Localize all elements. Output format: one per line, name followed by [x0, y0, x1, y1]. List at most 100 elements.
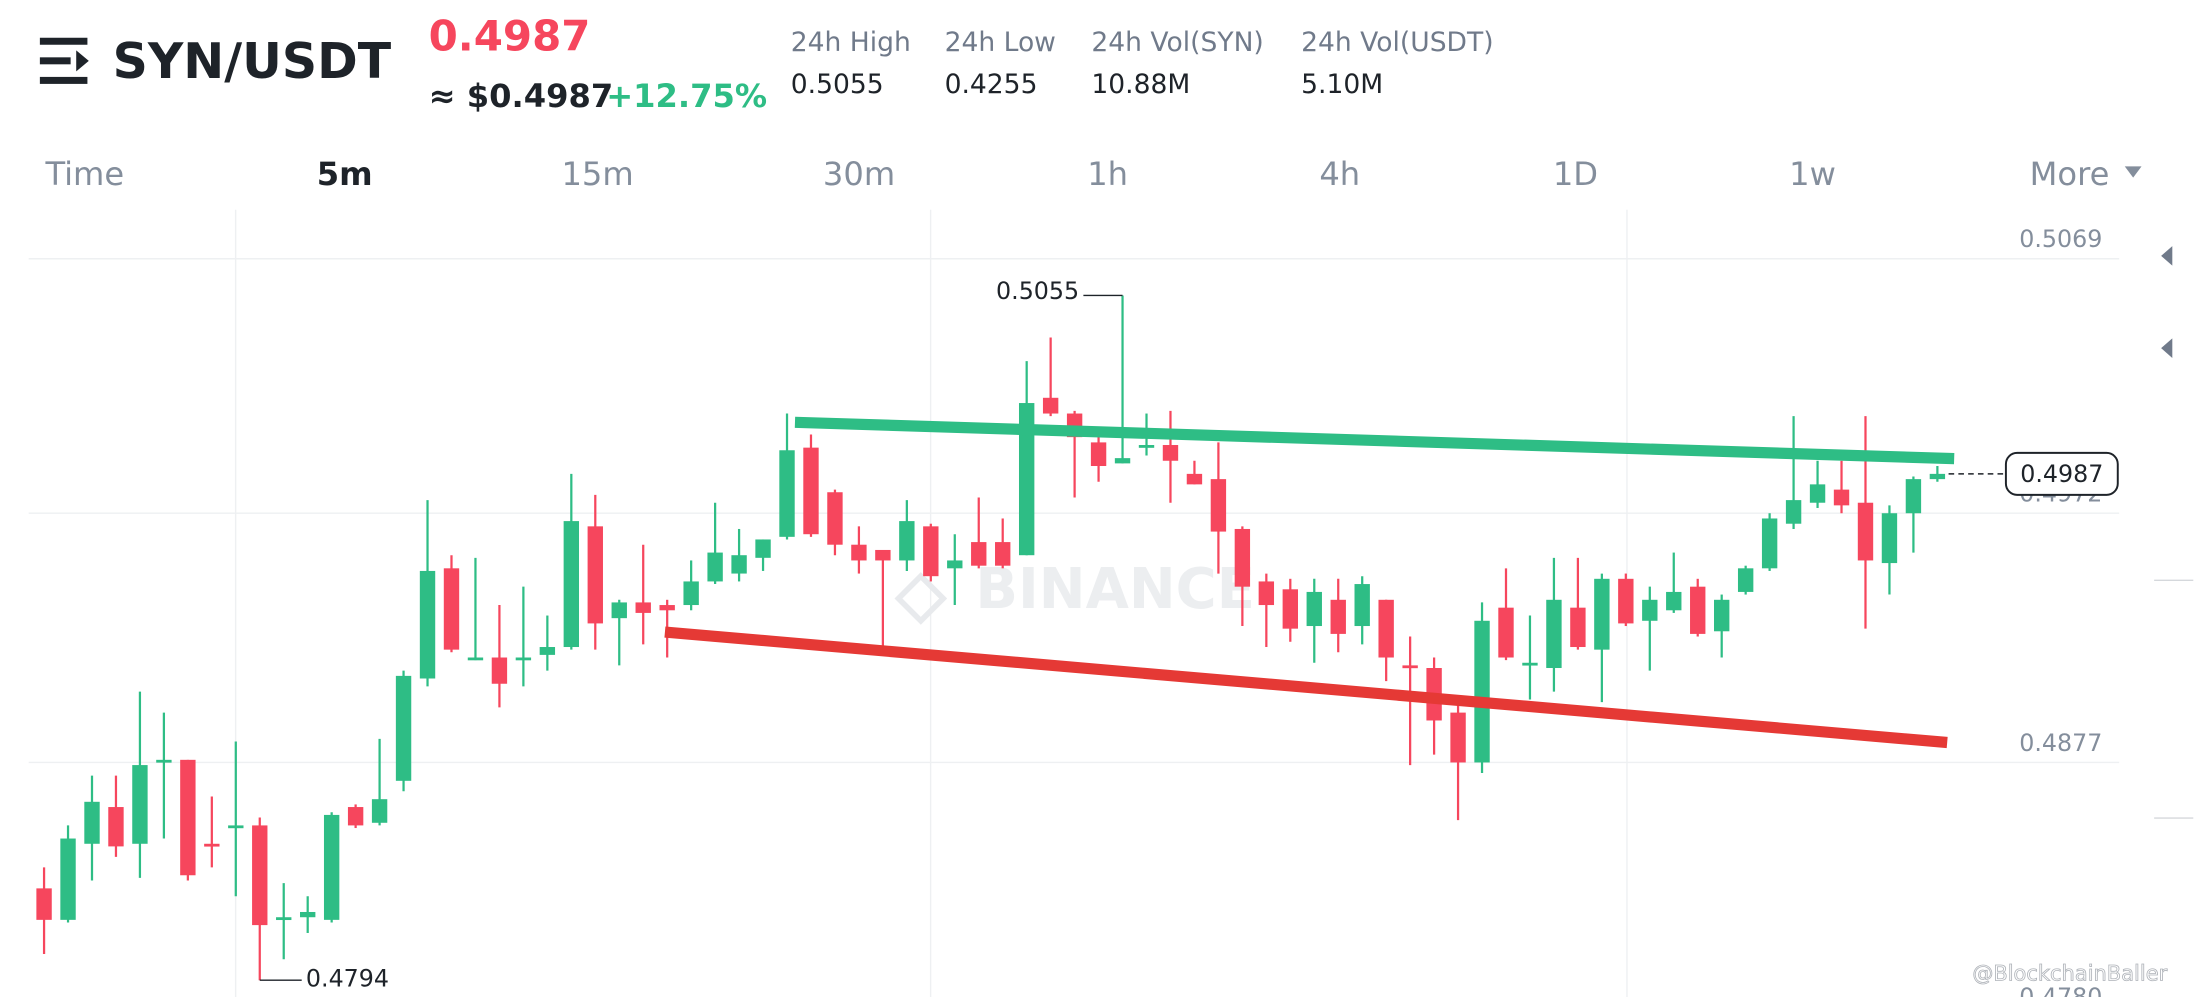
candle-body [1905, 479, 1922, 514]
candle-body [1546, 599, 1562, 669]
candle-body [1186, 473, 1203, 485]
timeframe-tab[interactable]: 1w [1789, 155, 1836, 193]
candle-body [1929, 473, 1946, 480]
candle-body [1090, 442, 1107, 467]
side-arrow[interactable] [2161, 338, 2173, 358]
timeframe-tab[interactable]: 15m [561, 155, 633, 193]
price-change: +12.75% [606, 77, 767, 115]
stat-value: 5.10M [1301, 69, 1383, 100]
candle-body [851, 544, 867, 561]
price-usd: ≈ $0.4987 [429, 77, 614, 115]
candle-body [755, 539, 771, 558]
candle-body [180, 759, 196, 876]
candle-body [1042, 397, 1059, 414]
timeframe-tab[interactable]: 1D [1553, 155, 1598, 193]
candle-body [899, 521, 915, 561]
candle-body [1354, 584, 1370, 627]
candle-body [132, 765, 148, 844]
low-label: 0.4794 [306, 965, 389, 993]
candle-body [467, 657, 484, 661]
candle-body [731, 555, 747, 574]
candle-body [491, 657, 508, 684]
candle-body [443, 568, 460, 650]
candle-body [1282, 589, 1298, 629]
trend-line-resistance [794, 416, 1955, 465]
high-label: 0.5055 [996, 277, 1079, 305]
candle-body [1210, 479, 1227, 532]
y-tick-label: 0.4780 [2019, 983, 2102, 997]
candle-body [1785, 500, 1802, 524]
menu-bar [39, 76, 88, 84]
menu-bar [39, 37, 88, 45]
candle-body [923, 526, 939, 577]
candle-body [1690, 586, 1706, 634]
overlay: 0.5055 0.4794 0.4987 [259, 277, 2119, 993]
candle-body [515, 657, 532, 661]
candle-body [371, 799, 388, 823]
side-arrow[interactable] [2161, 246, 2173, 266]
candle-body [1474, 620, 1490, 763]
menu-arrow [76, 50, 89, 72]
menu-icon[interactable] [39, 37, 89, 84]
candle-body [659, 605, 675, 611]
candle-body [587, 526, 603, 624]
timeframe-tab[interactable]: 4h [1319, 155, 1360, 193]
stat-label: 24h Vol(SYN) [1091, 27, 1263, 58]
candle-body [1881, 513, 1898, 564]
candle-body [204, 843, 220, 847]
watermark-logo [894, 572, 948, 625]
candle-body [1522, 662, 1538, 666]
timeframe-tab[interactable]: 30m [823, 155, 895, 193]
candle-body [1450, 712, 1466, 763]
candle-body [1618, 578, 1634, 624]
stat-value: 0.5055 [791, 69, 884, 100]
candle-body [419, 570, 436, 679]
candle-body [1714, 599, 1730, 632]
candle-body [611, 602, 627, 619]
price-tag-label: 0.4987 [2020, 460, 2103, 488]
candle-body [252, 825, 268, 926]
candle-body [156, 759, 172, 763]
candle-body [1498, 607, 1514, 658]
candle-body [1162, 445, 1179, 461]
candle-body [1761, 518, 1778, 569]
candle-body [995, 542, 1011, 566]
y-tick-label: 0.5069 [2019, 225, 2102, 253]
candle-body [1138, 445, 1155, 448]
timeframe-tab[interactable]: 5m [317, 155, 373, 193]
candle-body [1857, 502, 1874, 561]
candle-body [1306, 591, 1322, 627]
candle-body [1594, 578, 1610, 650]
candle-body [1402, 665, 1418, 669]
stat-label: 24h Vol(USDT) [1301, 27, 1493, 58]
candle-body [108, 807, 124, 847]
candle-body [827, 492, 843, 545]
more-arrow [2124, 166, 2142, 178]
candle-body [1833, 489, 1850, 506]
candle-body [1018, 403, 1035, 556]
menu-bar [39, 57, 71, 65]
credit: @BlockchainBaller [1972, 962, 2167, 986]
timeframe-tab[interactable]: Time [44, 155, 124, 193]
candle-body [1114, 458, 1131, 464]
price-tag [2004, 451, 2119, 496]
watermark: BINANCE [975, 557, 1255, 622]
candle-body [539, 647, 556, 655]
candle-body [779, 450, 795, 537]
y-tick-label: 0.4877 [2019, 729, 2102, 757]
stat-label: 24h Low [945, 27, 1056, 58]
candle-body [635, 602, 651, 613]
candle-body [1258, 581, 1275, 606]
more-tab[interactable]: More [2030, 155, 2110, 193]
candle-body [60, 838, 76, 920]
last-price: 0.4987 [429, 12, 591, 61]
candle-body [1570, 607, 1586, 648]
pair[interactable]: SYN/USDT [113, 33, 392, 90]
candle-body [947, 560, 963, 569]
timeframe-tab[interactable]: 1h [1087, 155, 1128, 193]
stat-value: 0.4255 [945, 69, 1038, 100]
candle-body [347, 807, 364, 826]
